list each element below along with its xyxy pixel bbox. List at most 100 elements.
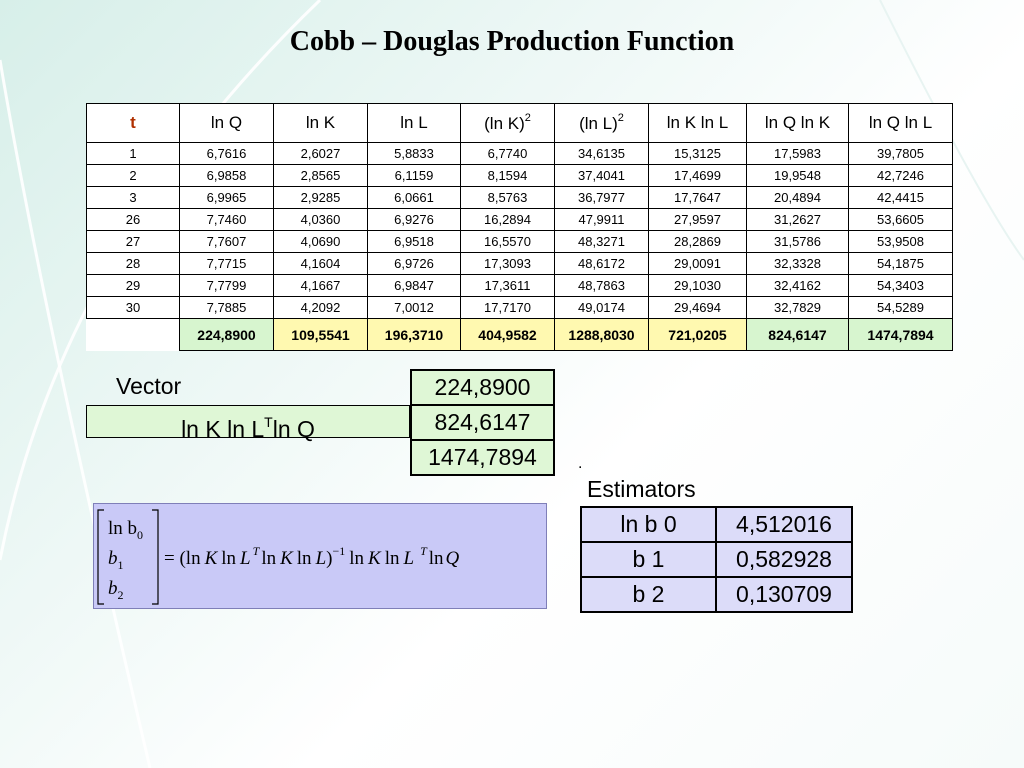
table-cell: 37,4041 (554, 164, 649, 187)
table-cell: 27 (86, 230, 180, 253)
table-cell: 16,5570 (460, 230, 555, 253)
header-cell: t (86, 103, 180, 143)
table-cell: 1 (86, 142, 180, 165)
table-cell: 48,7863 (554, 274, 649, 297)
header-cell: ln K ln L (648, 103, 747, 143)
table-cell: 17,5983 (746, 142, 849, 165)
table-cell: 19,9548 (746, 164, 849, 187)
header-cell: ln L (367, 103, 461, 143)
table-cell: 4,0360 (273, 208, 368, 231)
header-cell: ln Q (179, 103, 274, 143)
table-cell: 54,3403 (848, 274, 953, 297)
table-cell: 29,1030 (648, 274, 747, 297)
sum-cell: 224,8900 (179, 318, 274, 351)
table-cell: 6,1159 (367, 164, 461, 187)
sum-cell: 1288,8030 (554, 318, 649, 351)
table-cell: 6,9518 (367, 230, 461, 253)
estimator-value: 0,130709 (715, 576, 853, 613)
estimators-label: Estimators (587, 476, 696, 502)
formula-lhs: ln b (108, 518, 137, 539)
table-row: 27 7,7607 4,0690 6,9518 16,5570 48,3271 28,286… (86, 230, 953, 253)
table-row: 28 7,7715 4,1604 6,9726 17,3093 48,6172 29,009… (86, 252, 953, 275)
table-cell: 49,0174 (554, 296, 649, 319)
table-cell: 7,7799 (179, 274, 274, 297)
table-cell: 20,4894 (746, 186, 849, 209)
header-row: t ln Q ln K ln L (ln K)2 (ln L)2 ln K ln… (86, 103, 953, 143)
header-cell: (ln L)2 (554, 103, 649, 143)
table-cell: 2,9285 (273, 186, 368, 209)
table-cell: 31,2627 (746, 208, 849, 231)
sum-blank-cell (87, 319, 180, 351)
table-cell: 4,2092 (273, 296, 368, 319)
estimator-name: b 1 (580, 541, 717, 578)
dot-mark: . (578, 455, 583, 472)
table-row: 3 6,9965 2,9285 6,0661 8,5763 36,7977 17,7647 2… (86, 186, 953, 209)
estimator-name: ln b 0 (580, 506, 717, 543)
table-cell: 4,0690 (273, 230, 368, 253)
estimator-row: ln b 0 4,512016 (580, 506, 853, 543)
table-row: 30 7,7885 4,2092 7,0012 17,7170 49,0174 29,469… (86, 296, 953, 319)
table-cell: 2,6027 (273, 142, 368, 165)
table-cell: 6,9847 (367, 274, 461, 297)
vector-value: 824,6147 (410, 404, 555, 441)
data-table: t ln Q ln K ln L (ln K)2 (ln L)2 ln K ln… (86, 103, 953, 351)
table-cell: 30 (86, 296, 180, 319)
estimator-value: 0,582928 (715, 541, 853, 578)
table-cell: 42,4415 (848, 186, 953, 209)
table-cell: 53,9508 (848, 230, 953, 253)
sum-cell: 404,9582 (460, 318, 555, 351)
table-cell: 6,7616 (179, 142, 274, 165)
table-cell: 2,8565 (273, 164, 368, 187)
table-row: 29 7,7799 4,1667 6,9847 17,3611 48,7863 29,103… (86, 274, 953, 297)
table-cell: 32,7829 (746, 296, 849, 319)
table-cell: 5,8833 (367, 142, 461, 165)
table-cell: 2 (86, 164, 180, 187)
svg-text:b2: b2 (108, 578, 124, 602)
vector-label: Vector (116, 373, 182, 399)
table-cell: 26 (86, 208, 180, 231)
table-cell: 4,1604 (273, 252, 368, 275)
sum-cell: 721,0205 (648, 318, 747, 351)
estimator-row: b 2 0,130709 (580, 576, 853, 613)
table-cell: 8,1594 (460, 164, 555, 187)
table-cell: 7,7460 (179, 208, 274, 231)
table-cell: 36,7977 (554, 186, 649, 209)
table-cell: 34,6135 (554, 142, 649, 165)
sum-cell: 109,5541 (273, 318, 368, 351)
page-title: Cobb – Douglas Production Function (289, 26, 735, 57)
table-cell: 48,3271 (554, 230, 649, 253)
table-cell: 54,5289 (848, 296, 953, 319)
table-cell: 32,3328 (746, 252, 849, 275)
header-cell: (ln K)2 (460, 103, 555, 143)
vector-name: ln K ln LTln Q (86, 405, 410, 442)
sum-cell: 824,6147 (746, 318, 849, 351)
svg-text:ln b0: ln b0 (108, 518, 143, 542)
table-cell: 53,6605 (848, 208, 953, 231)
table-cell: 4,1667 (273, 274, 368, 297)
vector-value: 1474,7894 (410, 439, 555, 476)
table-cell: 6,9276 (367, 208, 461, 231)
table-row: 1 6,7616 2,6027 5,8833 6,7740 34,6135 15,3125 1… (86, 142, 953, 165)
estimator-name: b 2 (580, 576, 717, 613)
table-cell: 28 (86, 252, 180, 275)
table-cell: 47,9911 (554, 208, 649, 231)
table-cell: 6,7740 (460, 142, 555, 165)
table-cell: 6,0661 (367, 186, 461, 209)
estimators-table: ln b 0 4,512016 b 1 0,582928 b 2 0,13070… (580, 506, 853, 613)
header-cell: ln K (273, 103, 368, 143)
table-cell: 39,7805 (848, 142, 953, 165)
table-cell: 29,0091 (648, 252, 747, 275)
svg-text:b1: b1 (108, 548, 124, 572)
sum-row: 224,8900 109,5541 196,3710 404,9582 1288,803… (87, 318, 953, 351)
table-cell: 17,3093 (460, 252, 555, 275)
table-cell: 7,7607 (179, 230, 274, 253)
table-cell: 17,7647 (648, 186, 747, 209)
table-cell: 29 (86, 274, 180, 297)
table-row: 26 7,7460 4,0360 6,9276 16,2894 47,9911 27,959… (86, 208, 953, 231)
table-cell: 3 (86, 186, 180, 209)
sum-cell: 196,3710 (367, 318, 461, 351)
table-cell: 27,9597 (648, 208, 747, 231)
vector-values: 224,8900 824,6147 1474,7894 (410, 369, 555, 476)
